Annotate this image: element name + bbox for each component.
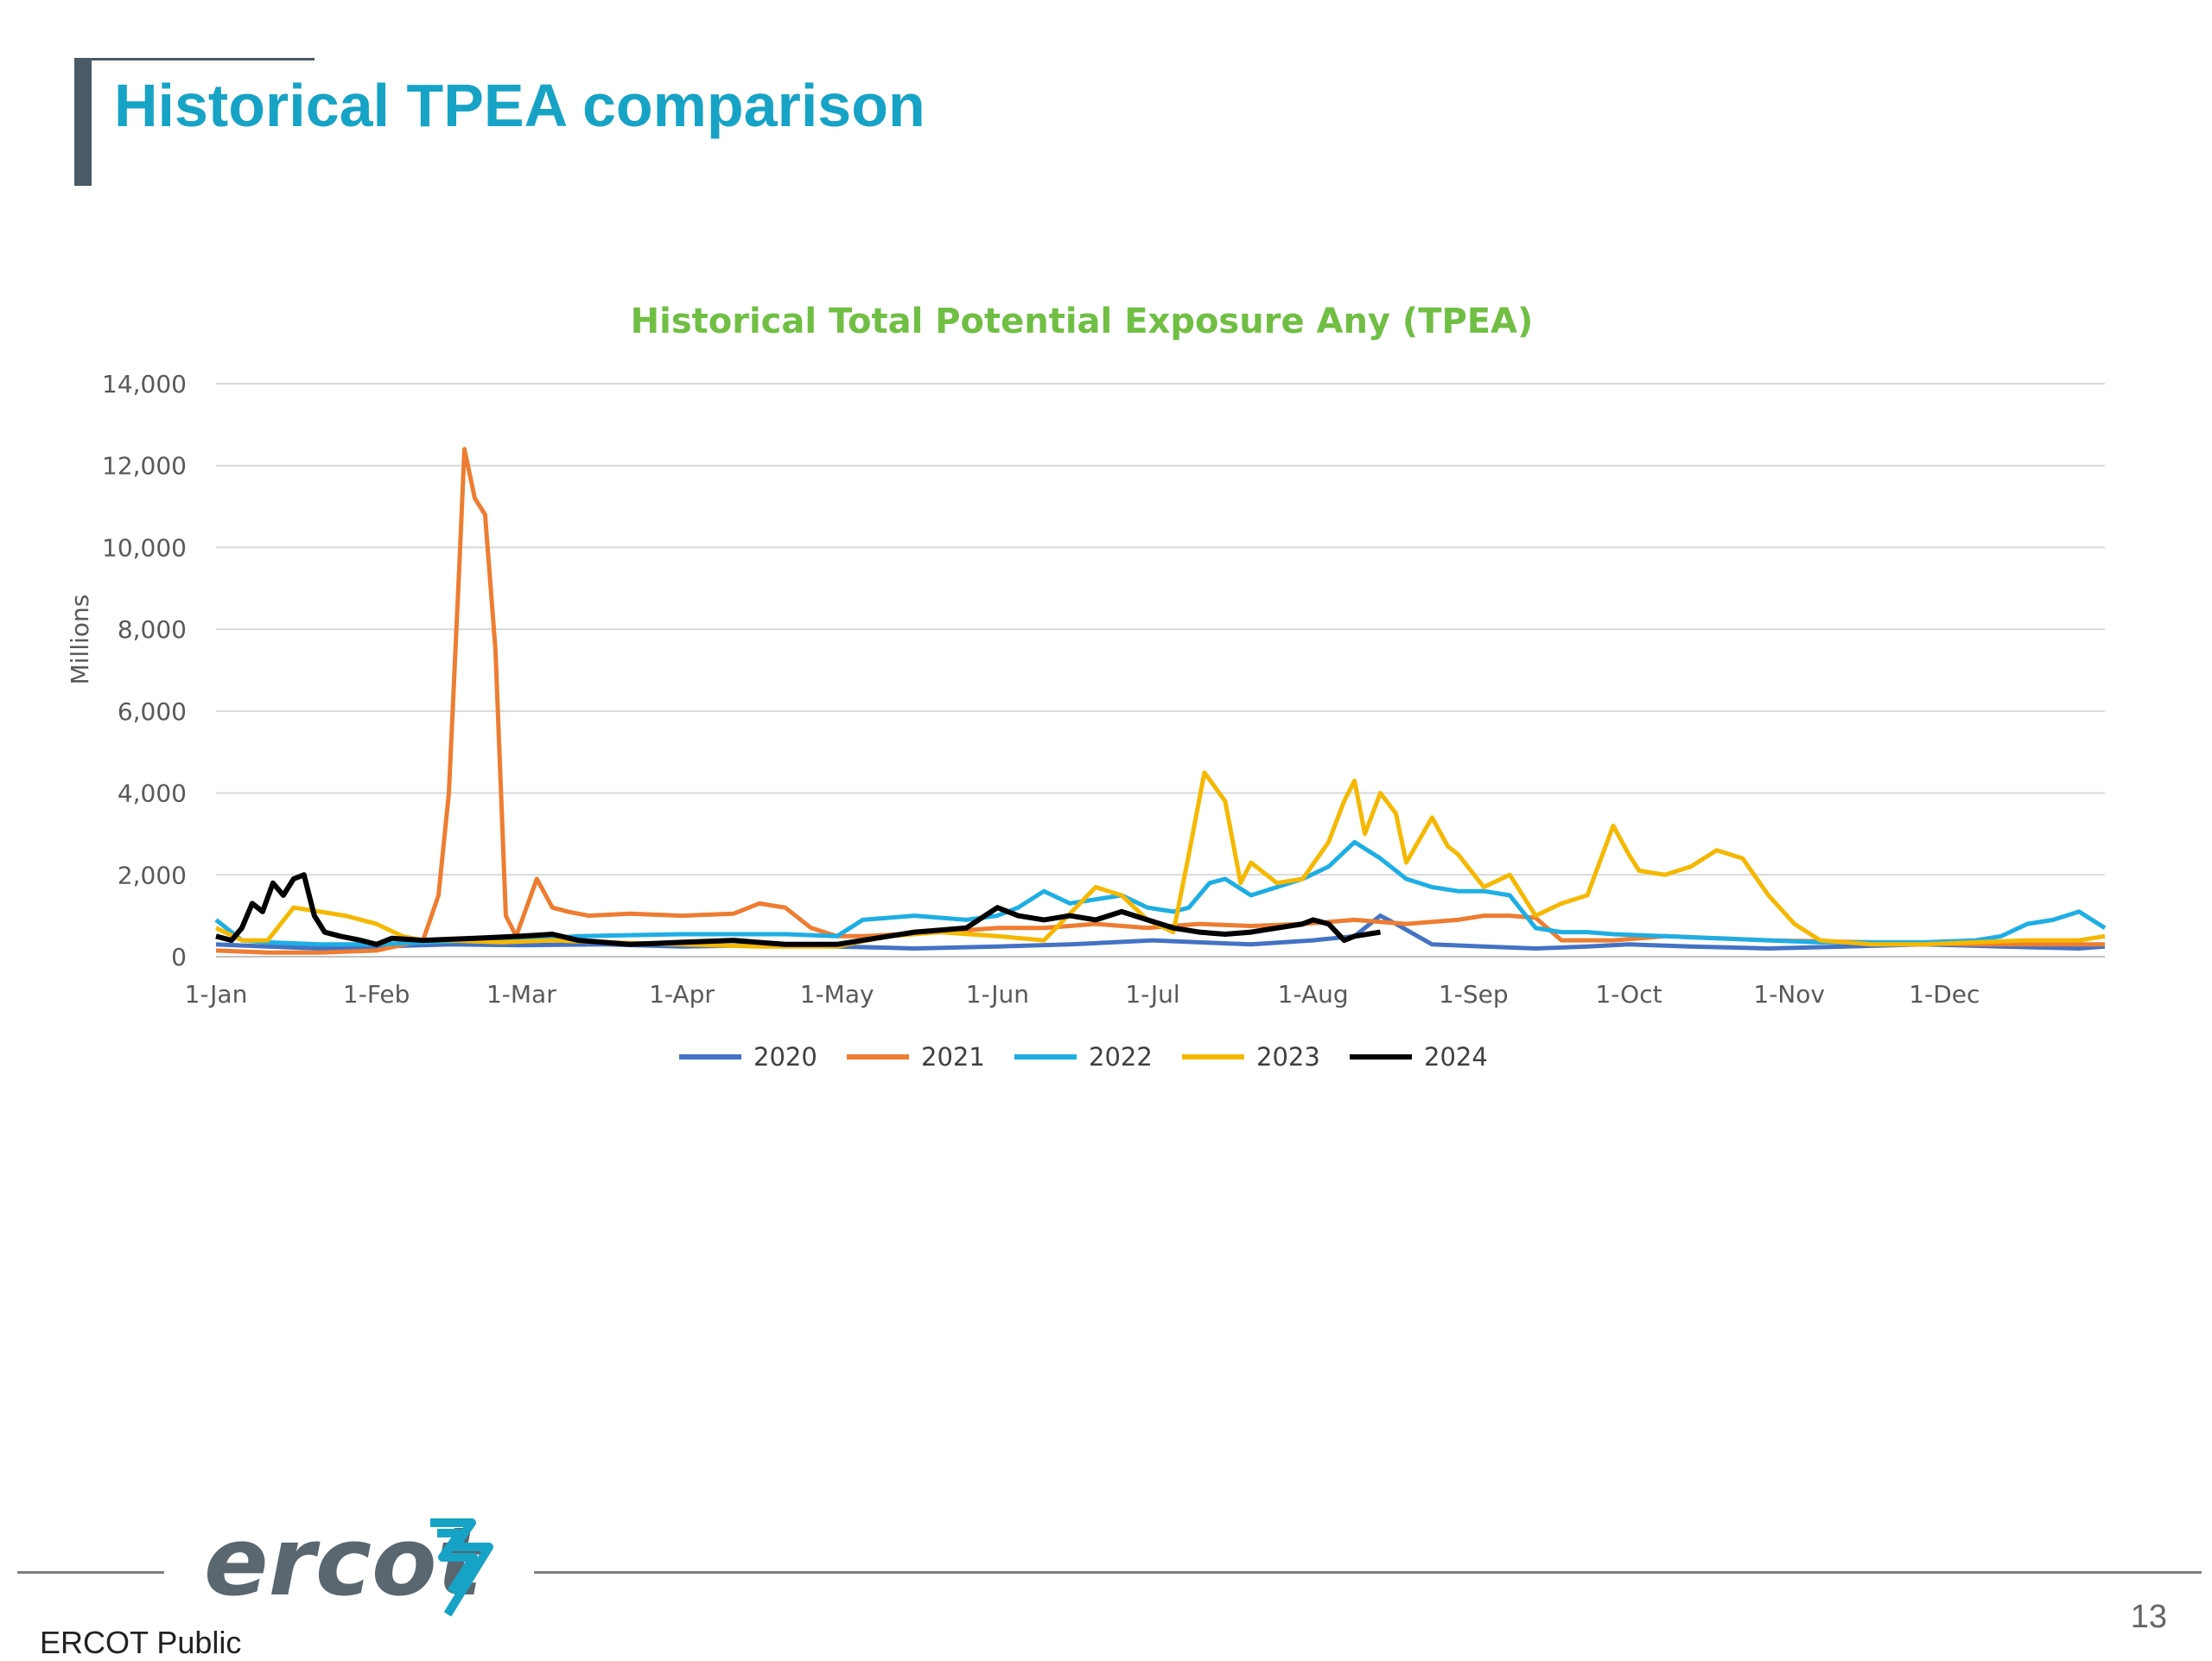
series-line-2020 xyxy=(215,913,2106,951)
series-line-2022 xyxy=(214,839,2107,947)
series-line-2023 xyxy=(214,770,2106,949)
footer-rule-right xyxy=(534,1571,2202,1574)
x-tick-label: 1-Apr xyxy=(649,980,715,1009)
chart-title: Historical Total Potential Exposure Any … xyxy=(631,302,1534,341)
legend-label-2020: 2020 xyxy=(753,1042,817,1072)
y-axis-ticks: 0 2,000 4,000 6,000 8,000 10,000 12,000 14,000 xyxy=(102,370,187,971)
x-tick-label: 1-Jan xyxy=(185,980,248,1009)
title-accent-line xyxy=(74,58,315,60)
page-number: 13 xyxy=(2130,1599,2167,1635)
chart-gridlines xyxy=(216,383,2105,958)
x-tick-label: 1-Mar xyxy=(486,980,556,1009)
x-tick-label: 1-Nov xyxy=(1753,980,1825,1009)
ercot-logo-text: ercot xyxy=(204,1512,486,1617)
ercot-logo: ercot xyxy=(204,1512,493,1617)
x-tick-label: 1-Aug xyxy=(1278,980,1349,1009)
y-tick-label: 2,000 xyxy=(118,861,187,889)
x-tick-label: 1-Sep xyxy=(1439,980,1509,1009)
title-accent-bar xyxy=(74,58,92,186)
x-tick-label: 1-May xyxy=(800,980,874,1009)
y-tick-label: 0 xyxy=(171,943,187,971)
x-tick-label: 1-Jul xyxy=(1125,980,1179,1009)
y-axis-label: Millions xyxy=(66,595,94,685)
x-tick-label: 1-Jun xyxy=(966,980,1029,1009)
legend-label-2021: 2021 xyxy=(921,1042,985,1072)
y-tick-label: 8,000 xyxy=(118,615,187,644)
footer-rule-left xyxy=(17,1571,164,1574)
y-tick-label: 4,000 xyxy=(118,780,187,808)
x-axis-ticks: 1-Jan 1-Feb 1-Mar 1-Apr 1-May 1-Jun 1-Jul 1-Aug… xyxy=(185,980,1980,1009)
y-tick-label: 14,000 xyxy=(102,370,187,398)
footer-classification: ERCOT Public xyxy=(40,1625,242,1660)
slide-title: Historical TPEA comparison xyxy=(114,72,925,139)
ercot-logo-bolt-icon xyxy=(430,1518,493,1617)
x-tick-label: 1-Feb xyxy=(343,980,410,1009)
y-tick-label: 10,000 xyxy=(102,533,187,562)
y-tick-label: 12,000 xyxy=(102,452,187,480)
series-line-2021 xyxy=(215,447,2105,955)
x-tick-label: 1-Oct xyxy=(1595,980,1662,1009)
chart-legend: 2020 2021 2022 2023 2024 xyxy=(679,1042,1488,1072)
chart-series xyxy=(214,447,2107,955)
y-tick-label: 6,000 xyxy=(118,697,187,726)
legend-label-2024: 2024 xyxy=(1424,1042,1488,1072)
x-tick-label: 1-Dec xyxy=(1909,980,1980,1009)
series-line-2024 xyxy=(215,872,1381,947)
legend-label-2023: 2023 xyxy=(1256,1042,1320,1072)
legend-label-2022: 2022 xyxy=(1089,1042,1153,1072)
